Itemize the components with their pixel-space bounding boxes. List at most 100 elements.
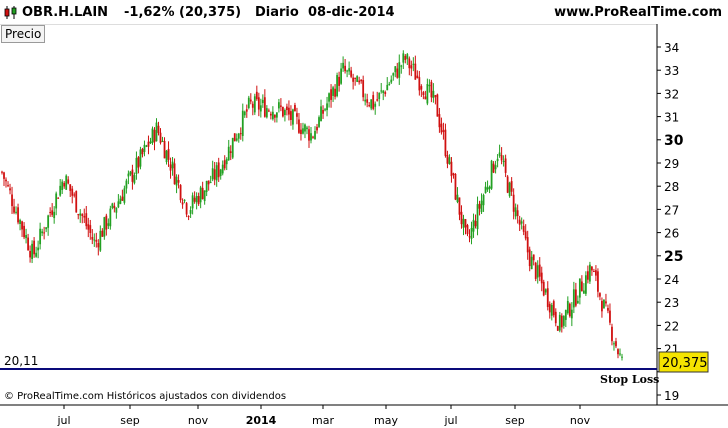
candle-body-up [382,90,385,94]
candle-body-up [55,193,58,209]
candle-body-down [591,266,593,271]
candle-body-up [35,252,38,257]
candle-body-down [416,75,419,78]
y-tick-label: 25 [664,249,683,265]
candle-body-up [386,84,389,91]
candle-body-up [470,227,473,239]
candle-body-up [566,300,569,314]
y-tick-label: 30 [664,133,684,149]
chart-header: OBR.H.LAIN -1,62% (20,375) Diario 08-dic… [0,0,728,24]
candle-body-down [105,215,108,230]
candle-body-up [235,138,238,141]
candle-body-down [510,181,513,192]
candle-body-up [588,264,591,282]
candle-body-down [185,203,188,215]
candle-body-up [31,243,33,260]
candlestick-icon [4,6,18,19]
candle-body-down [286,106,288,111]
site-link[interactable]: www.ProRealTime.com [554,5,722,20]
x-axis-ticks: jul sep nov 2014 mar may jul sep nov [56,405,591,427]
candle-body-up [161,140,164,142]
candle-body-up [175,176,178,186]
candle-body-up [613,343,615,345]
candle-body-up [275,112,278,118]
panel-label-precio[interactable]: Precio [1,25,46,43]
candle-body-up [123,188,126,203]
chart-date: 08-dic-2014 [308,5,395,20]
candle-body-down [229,151,232,154]
candle-body-down [173,163,176,185]
x-tick-label: mar [312,414,334,427]
candle-body-down [273,114,276,118]
candle-body-up [306,127,308,130]
candle-body-up [39,228,42,245]
candle-body-down [217,162,220,178]
candle-body-down [330,89,332,100]
candle-body-down [542,281,545,296]
candle-body-down [468,236,471,238]
candle-body-down [296,113,298,117]
candle-body-up [318,117,320,127]
candle-body-down [599,293,601,297]
candle-body-down [546,288,549,307]
candle-body-up [284,110,286,116]
candle-body-up [332,87,334,96]
candle-body-up [392,73,395,76]
candle-body-down [452,173,455,175]
candle-body-down [179,185,182,201]
candle-body-down [137,157,140,168]
candle-body-down [3,172,5,179]
candle-body-down [422,92,425,96]
candle-body-down [450,161,453,177]
candle-body-up [151,128,154,143]
y-tick-label: 27 [664,203,679,217]
ticker-symbol: OBR.H.LAIN [22,5,109,20]
candle-body-down [23,225,25,238]
x-tick-label: sep [505,414,524,427]
candle-body-down [153,129,156,143]
candle-body-up [328,93,330,102]
candle-body-down [312,136,314,138]
x-tick-label: nov [570,414,591,427]
x-tick-label: jul [56,414,70,427]
candle-body-down [474,220,477,227]
candle-body-down [410,65,413,69]
candle-body-down [500,155,503,161]
candle-body-down [49,212,52,214]
candle-body-down [442,130,445,132]
candle-body-down [609,310,611,323]
candle-body-up [237,133,240,139]
candle-body-down [27,237,29,251]
candle-body-up [165,150,168,163]
candle-body-down [63,182,66,187]
candle-body-down [460,211,463,225]
candle-body-up [310,133,312,141]
candle-body-down [87,224,90,230]
candle-body-up [253,96,256,113]
candle-body-up [59,185,62,196]
candle-body-up [428,85,431,87]
candle-body-up [370,99,373,109]
y-tick-label: 32 [664,87,679,101]
candle-body-up [342,62,345,69]
candle-body-down [263,97,266,117]
y-tick-label: 24 [664,273,679,287]
candle-body-up [149,141,152,144]
candle-body-down [239,133,242,135]
candles-group [1,50,623,361]
candle-body-down [372,95,375,109]
candle-body-down [522,225,525,232]
candle-body-down [279,105,282,107]
candle-body-up [117,201,120,208]
candle-body-up [65,175,68,190]
candle-body-up [221,164,224,174]
candle-body-down [316,126,318,131]
candle-body-up [41,231,44,234]
candle-body-up [143,144,146,152]
candle-body-down [580,281,583,292]
candle-body-down [71,188,74,196]
candle-body-up [302,128,304,134]
candle-body-down [147,141,150,147]
candle-body-up [380,90,383,92]
